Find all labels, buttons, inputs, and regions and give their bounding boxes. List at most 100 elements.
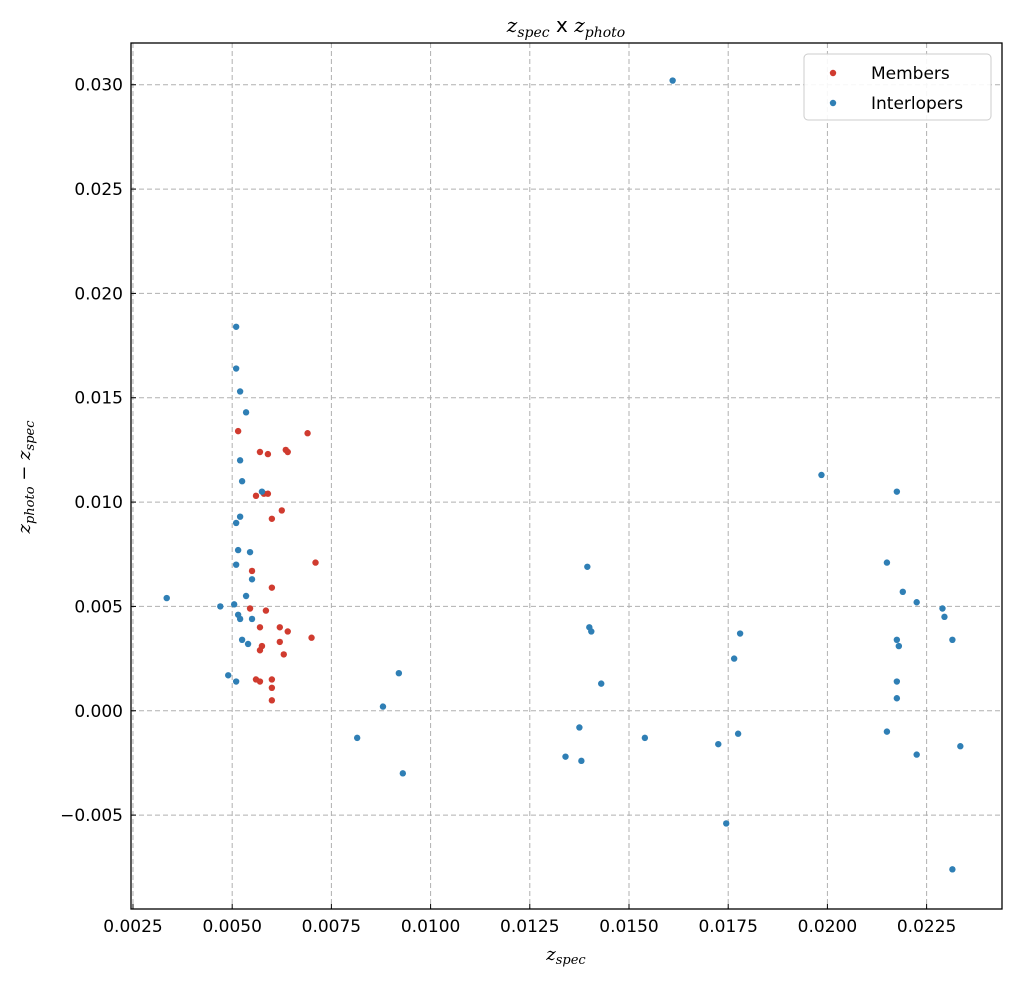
members-point: [256, 624, 264, 631]
interlopers-point: [949, 636, 956, 644]
interlopers-point: [818, 471, 825, 479]
interlopers-point: [236, 513, 244, 520]
x-tick-label: 0.0050: [202, 917, 261, 937]
interlopers-point: [578, 757, 585, 765]
interlopers-point: [669, 77, 676, 84]
interlopers-point: [893, 488, 901, 495]
x-tick-label: 0.0175: [698, 917, 757, 937]
members-point: [268, 515, 276, 522]
chart-title: zspec x zphoto: [506, 13, 625, 41]
interlopers-point: [236, 388, 244, 395]
members-point: [284, 448, 291, 456]
members-point: [256, 678, 264, 685]
interlopers-point: [723, 820, 730, 827]
y-tick-label: 0.025: [74, 180, 123, 200]
interlopers-point: [899, 588, 906, 596]
interlopers-point: [242, 409, 250, 416]
interlopers-point: [715, 740, 722, 748]
y-axis-label: zphoto − zspec: [14, 420, 38, 535]
x-tick-label: 0.0025: [103, 917, 162, 937]
interlopers-point: [230, 601, 238, 608]
interlopers-point: [232, 561, 240, 568]
x-tick-label: 0.0100: [401, 917, 460, 937]
interlopers-point: [883, 728, 891, 735]
y-tick-label: 0.015: [74, 389, 123, 409]
interlopers-point: [244, 640, 252, 648]
interlopers-point: [236, 457, 244, 464]
members-point: [268, 684, 276, 692]
interlopers-point: [949, 866, 956, 873]
members-point: [256, 647, 264, 654]
y-tick-label: −0.005: [60, 806, 123, 826]
grid: [131, 43, 1002, 909]
members-point: [248, 567, 256, 575]
members-point: [304, 430, 311, 437]
series-interlopers: [163, 77, 964, 873]
members-point: [246, 605, 254, 612]
members-point: [252, 492, 260, 500]
legend-label-interlopers: Interlopers: [871, 94, 963, 114]
x-tick-label: 0.0200: [798, 917, 857, 937]
plot-frame: [130, 42, 1003, 910]
members-point: [234, 427, 242, 435]
members-point: [308, 634, 315, 641]
interlopers-point: [730, 655, 738, 662]
interlopers-point: [893, 636, 901, 644]
x-tick-label: 0.0150: [599, 917, 658, 937]
interlopers-point: [576, 724, 583, 731]
interlopers-point: [895, 642, 903, 650]
x-tick-label: 0.0075: [302, 917, 361, 937]
interlopers-point: [353, 734, 361, 742]
members-point: [284, 628, 291, 635]
legend-marker-interlopers: [829, 99, 837, 107]
legend-label-members: Members: [871, 64, 950, 84]
members-point: [268, 584, 276, 591]
members-point: [264, 450, 272, 458]
interlopers-point: [232, 678, 240, 685]
members-point: [278, 507, 285, 514]
interlopers-point: [246, 548, 254, 556]
x-axis-ticks: 0.0025 0.0050 0.0075 0.0100 0.0125 0.0150 0.01…: [103, 904, 956, 937]
y-tick-label: 0.005: [74, 597, 123, 617]
interlopers-point: [217, 603, 224, 610]
data-points: [163, 77, 964, 873]
y-tick-label: 0.010: [74, 493, 123, 513]
interlopers-point: [238, 478, 246, 485]
interlopers-point: [242, 592, 250, 600]
y-tick-label: 0.000: [74, 702, 123, 722]
y-tick-label: 0.020: [74, 284, 123, 304]
legend-marker-members: [829, 69, 837, 77]
interlopers-point: [163, 594, 170, 602]
legend: Members Interlopers: [803, 53, 992, 121]
interlopers-point: [893, 678, 901, 685]
interlopers-point: [399, 770, 407, 777]
interlopers-point: [395, 669, 403, 677]
members-point: [280, 651, 287, 658]
y-tick-label: 0.030: [74, 76, 123, 96]
members-point: [276, 638, 284, 646]
members-point: [312, 559, 319, 566]
interlopers-point: [913, 751, 920, 758]
members-point: [268, 676, 276, 683]
interlopers-point: [236, 615, 244, 623]
series-members: [234, 427, 319, 704]
interlopers-point: [941, 613, 948, 621]
interlopers-point: [734, 730, 742, 737]
interlopers-point: [883, 559, 891, 566]
x-axis-label: zspec: [545, 944, 586, 968]
members-point: [268, 697, 276, 704]
x-tick-label: 0.0125: [500, 917, 559, 937]
interlopers-point: [258, 488, 266, 495]
members-point: [264, 490, 272, 497]
interlopers-point: [379, 703, 387, 710]
members-point: [262, 607, 270, 614]
interlopers-point: [736, 630, 744, 637]
interlopers-point: [248, 576, 256, 583]
interlopers-point: [562, 753, 569, 760]
interlopers-point: [584, 563, 591, 570]
interlopers-point: [232, 365, 240, 372]
interlopers-point: [225, 672, 232, 679]
interlopers-point: [234, 546, 242, 554]
members-point: [256, 448, 264, 456]
